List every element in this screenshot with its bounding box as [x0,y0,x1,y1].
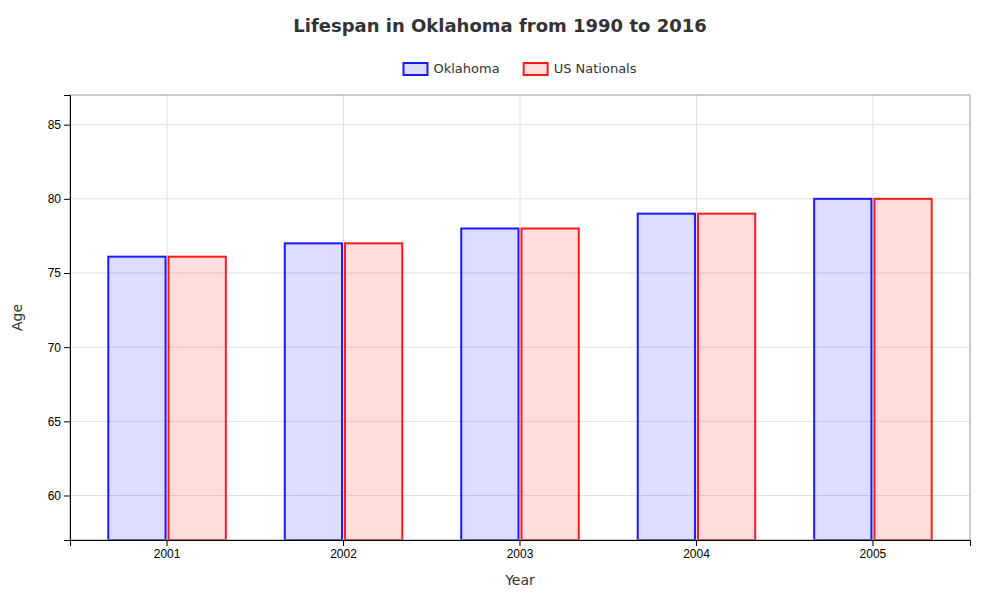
grid-line-x [696,95,697,540]
y-tick: 65 [48,415,70,429]
bar [874,199,931,540]
x-tick: 2004 [683,540,710,561]
x-tick-label: 2001 [154,547,181,561]
y-tick-label: 60 [48,489,62,503]
legend-item: Oklahoma [403,61,499,76]
grid-line-x [520,95,521,540]
x-tick-mark [167,540,168,546]
x-axis-title: Year [504,572,535,588]
bar [285,243,342,540]
plot-frame [70,95,970,540]
y-tick-mark [64,347,70,348]
grid-line-x [343,95,344,540]
legend: Oklahoma US Nationals [403,61,636,76]
grid [70,95,970,540]
y-tick-mark [64,421,70,422]
x-axis-line [71,541,971,547]
x-tick-label: 2003 [507,547,534,561]
legend-swatch [403,63,427,75]
bar [638,214,695,540]
x-tick-label: 2004 [683,547,710,561]
title: Lifespan in Oklahoma from 1990 to 2016 [293,15,707,36]
x-tick: 2001 [154,540,181,561]
y-tick: 70 [48,341,70,355]
bar [461,229,518,541]
x-axis: 2001 2002 2003 2004 2005 [71,540,971,561]
bar [814,199,871,540]
x-tick-mark [343,540,344,546]
x-tick-label: 2005 [860,547,887,561]
y-tick-label: 80 [48,192,62,206]
y-tick-mark [64,125,70,126]
legend-swatch [524,63,548,75]
legend-label: Oklahoma [433,61,499,76]
y-axis: 60 65 70 75 80 85 [48,96,71,541]
series [108,199,871,540]
y-tick-mark [64,199,70,200]
y-axis-line [64,96,71,541]
grid-line-x [167,95,168,540]
x-tick: 2003 [507,540,534,561]
legend-label: US Nationals [554,61,637,76]
legend-item: US Nationals [524,61,637,76]
x-tick-label: 2002 [330,547,357,561]
y-tick: 60 [48,489,70,503]
bar [169,257,226,540]
plot: 2001 2002 2003 2004 2005 60 65 70 75 80 85 [48,95,971,561]
bar [108,257,165,540]
y-tick-label: 65 [48,415,62,429]
x-tick-mark [520,540,521,546]
grid-line-x [872,95,873,540]
y-tick: 85 [48,118,70,132]
bars [108,199,931,540]
y-tick: 75 [48,266,70,280]
y-tick-label: 85 [48,118,62,132]
y-tick-mark [64,273,70,274]
x-tick: 2002 [330,540,357,561]
bar [698,214,755,540]
chart: 2001 2002 2003 2004 2005 60 65 70 75 80 85 Year Age L… [0,0,1000,600]
x-tick-mark [696,540,697,546]
x-tick-mark [872,540,873,546]
bar [522,229,579,541]
y-tick: 80 [48,192,70,206]
y-tick-mark [64,496,70,497]
series [169,199,932,540]
bar [345,243,402,540]
y-axis-title: Age [9,304,25,331]
y-tick-label: 70 [48,341,62,355]
y-tick-label: 75 [48,266,62,280]
x-tick: 2005 [860,540,887,561]
